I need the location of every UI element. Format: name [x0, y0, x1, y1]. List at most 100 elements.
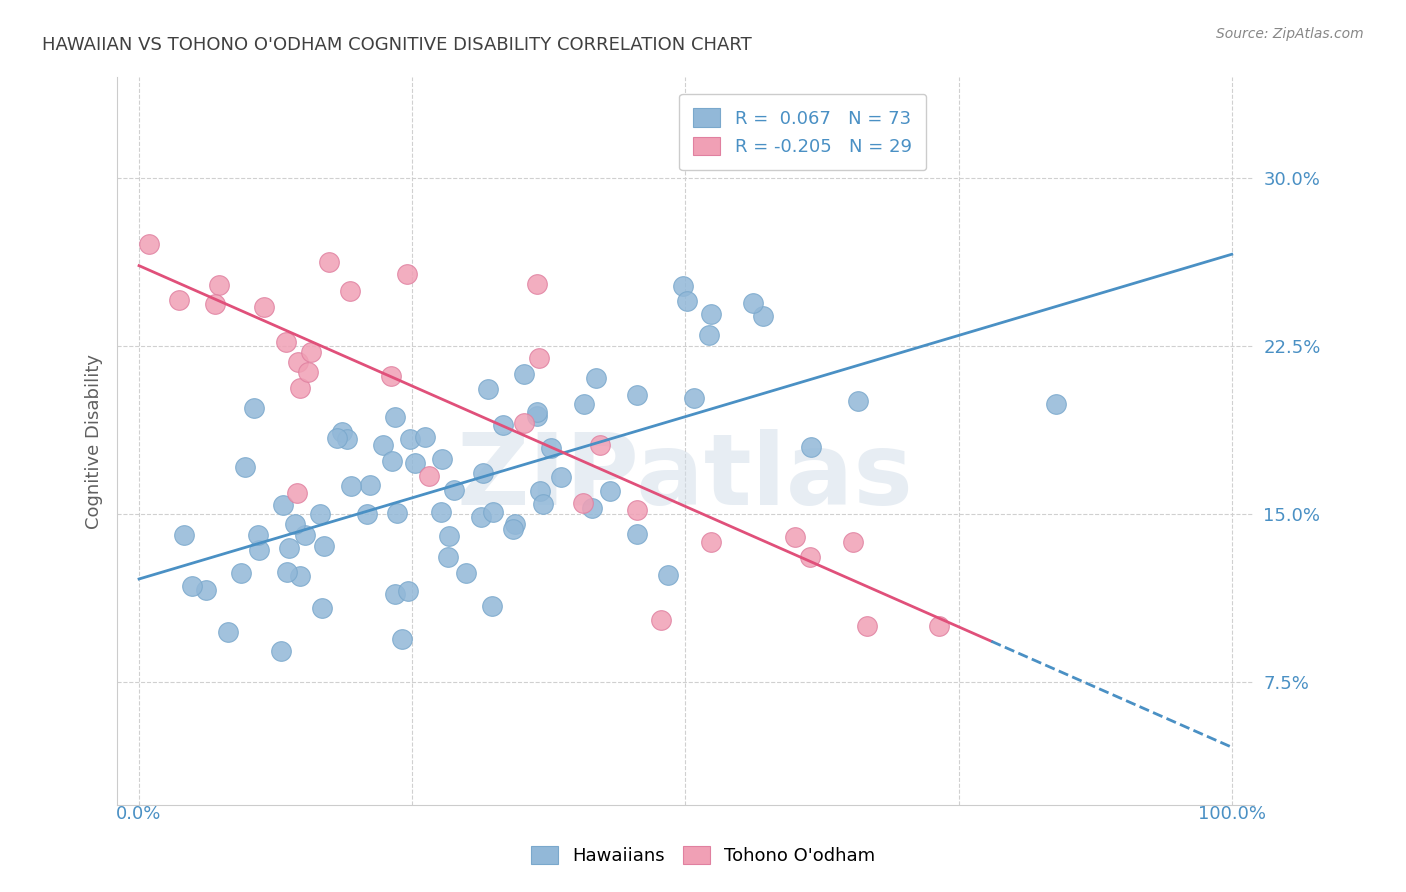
Point [672, 279, 695, 293]
Point [572, 397, 595, 411]
Point [492, 418, 515, 433]
Point [173, 527, 195, 541]
Point [208, 277, 231, 292]
Y-axis label: Cognitive Disability: Cognitive Disability [86, 354, 103, 529]
Point [699, 535, 721, 549]
Point [439, 529, 461, 543]
Point [287, 486, 309, 500]
Point [430, 505, 453, 519]
Point [1045, 397, 1067, 411]
Point [513, 367, 536, 381]
Point [339, 284, 361, 298]
Point [138, 236, 160, 251]
Point [297, 365, 319, 379]
Point [290, 569, 312, 583]
Point [470, 510, 492, 524]
Point [396, 584, 419, 599]
Point [233, 460, 256, 475]
Point [540, 442, 562, 456]
Point [454, 566, 477, 580]
Point [276, 565, 298, 579]
Point [526, 409, 548, 424]
Point [288, 381, 311, 395]
Point [529, 483, 551, 498]
Legend: R =  0.067   N = 73, R = -0.205   N = 29: R = 0.067 N = 73, R = -0.205 N = 29 [679, 94, 927, 170]
Point [800, 440, 823, 454]
Text: ZIPatlas: ZIPatlas [457, 429, 914, 526]
Point [270, 644, 292, 658]
Point [581, 501, 603, 516]
Point [443, 483, 465, 497]
Point [284, 517, 307, 532]
Point [247, 528, 270, 542]
Point [752, 309, 775, 323]
Point [418, 469, 440, 483]
Point [430, 452, 453, 467]
Point [318, 255, 340, 269]
Point [856, 619, 879, 633]
Point [359, 477, 381, 491]
Point [550, 470, 572, 484]
Point [253, 300, 276, 314]
Point [588, 438, 610, 452]
Point [650, 613, 672, 627]
Text: Source: ZipAtlas.com: Source: ZipAtlas.com [1216, 27, 1364, 41]
Point [526, 405, 548, 419]
Point [326, 431, 349, 445]
Point [204, 297, 226, 311]
Point [391, 632, 413, 646]
Point [356, 507, 378, 521]
Point [626, 388, 648, 402]
Point [395, 267, 418, 281]
Point [385, 506, 408, 520]
Point [585, 370, 607, 384]
Point [330, 425, 353, 439]
Point [700, 307, 723, 321]
Text: 0.0%: 0.0% [117, 805, 162, 823]
Point [381, 454, 404, 468]
Point [572, 496, 595, 510]
Point [294, 527, 316, 541]
Point [682, 391, 704, 405]
Point [502, 522, 524, 536]
Point [513, 416, 536, 430]
Point [229, 566, 252, 580]
Point [472, 467, 495, 481]
Point [243, 401, 266, 416]
Point [527, 351, 550, 365]
Point [799, 550, 821, 565]
Point [481, 599, 503, 613]
Point [287, 354, 309, 368]
Point [842, 535, 865, 549]
Point [503, 517, 526, 532]
Point [846, 394, 869, 409]
Point [340, 479, 363, 493]
Point [437, 550, 460, 565]
Point [626, 527, 648, 541]
Point [181, 578, 204, 592]
Point [336, 432, 359, 446]
Point [312, 539, 335, 553]
Point [626, 503, 648, 517]
Point [697, 327, 720, 342]
Point [311, 601, 333, 615]
Point [278, 541, 301, 555]
Text: HAWAIIAN VS TOHONO O'ODHAM COGNITIVE DISABILITY CORRELATION CHART: HAWAIIAN VS TOHONO O'ODHAM COGNITIVE DIS… [42, 36, 752, 54]
Legend: Hawaiians, Tohono O'odham: Hawaiians, Tohono O'odham [522, 837, 884, 874]
Point [194, 582, 217, 597]
Point [531, 497, 554, 511]
Point [384, 586, 406, 600]
Point [657, 567, 679, 582]
Point [217, 624, 239, 639]
Point [247, 542, 270, 557]
Point [526, 277, 548, 291]
Point [482, 506, 505, 520]
Point [271, 499, 294, 513]
Point [742, 295, 765, 310]
Text: 100.0%: 100.0% [1198, 805, 1265, 823]
Point [373, 438, 395, 452]
Point [413, 430, 436, 444]
Point [380, 369, 402, 384]
Point [274, 335, 297, 350]
Point [167, 293, 190, 308]
